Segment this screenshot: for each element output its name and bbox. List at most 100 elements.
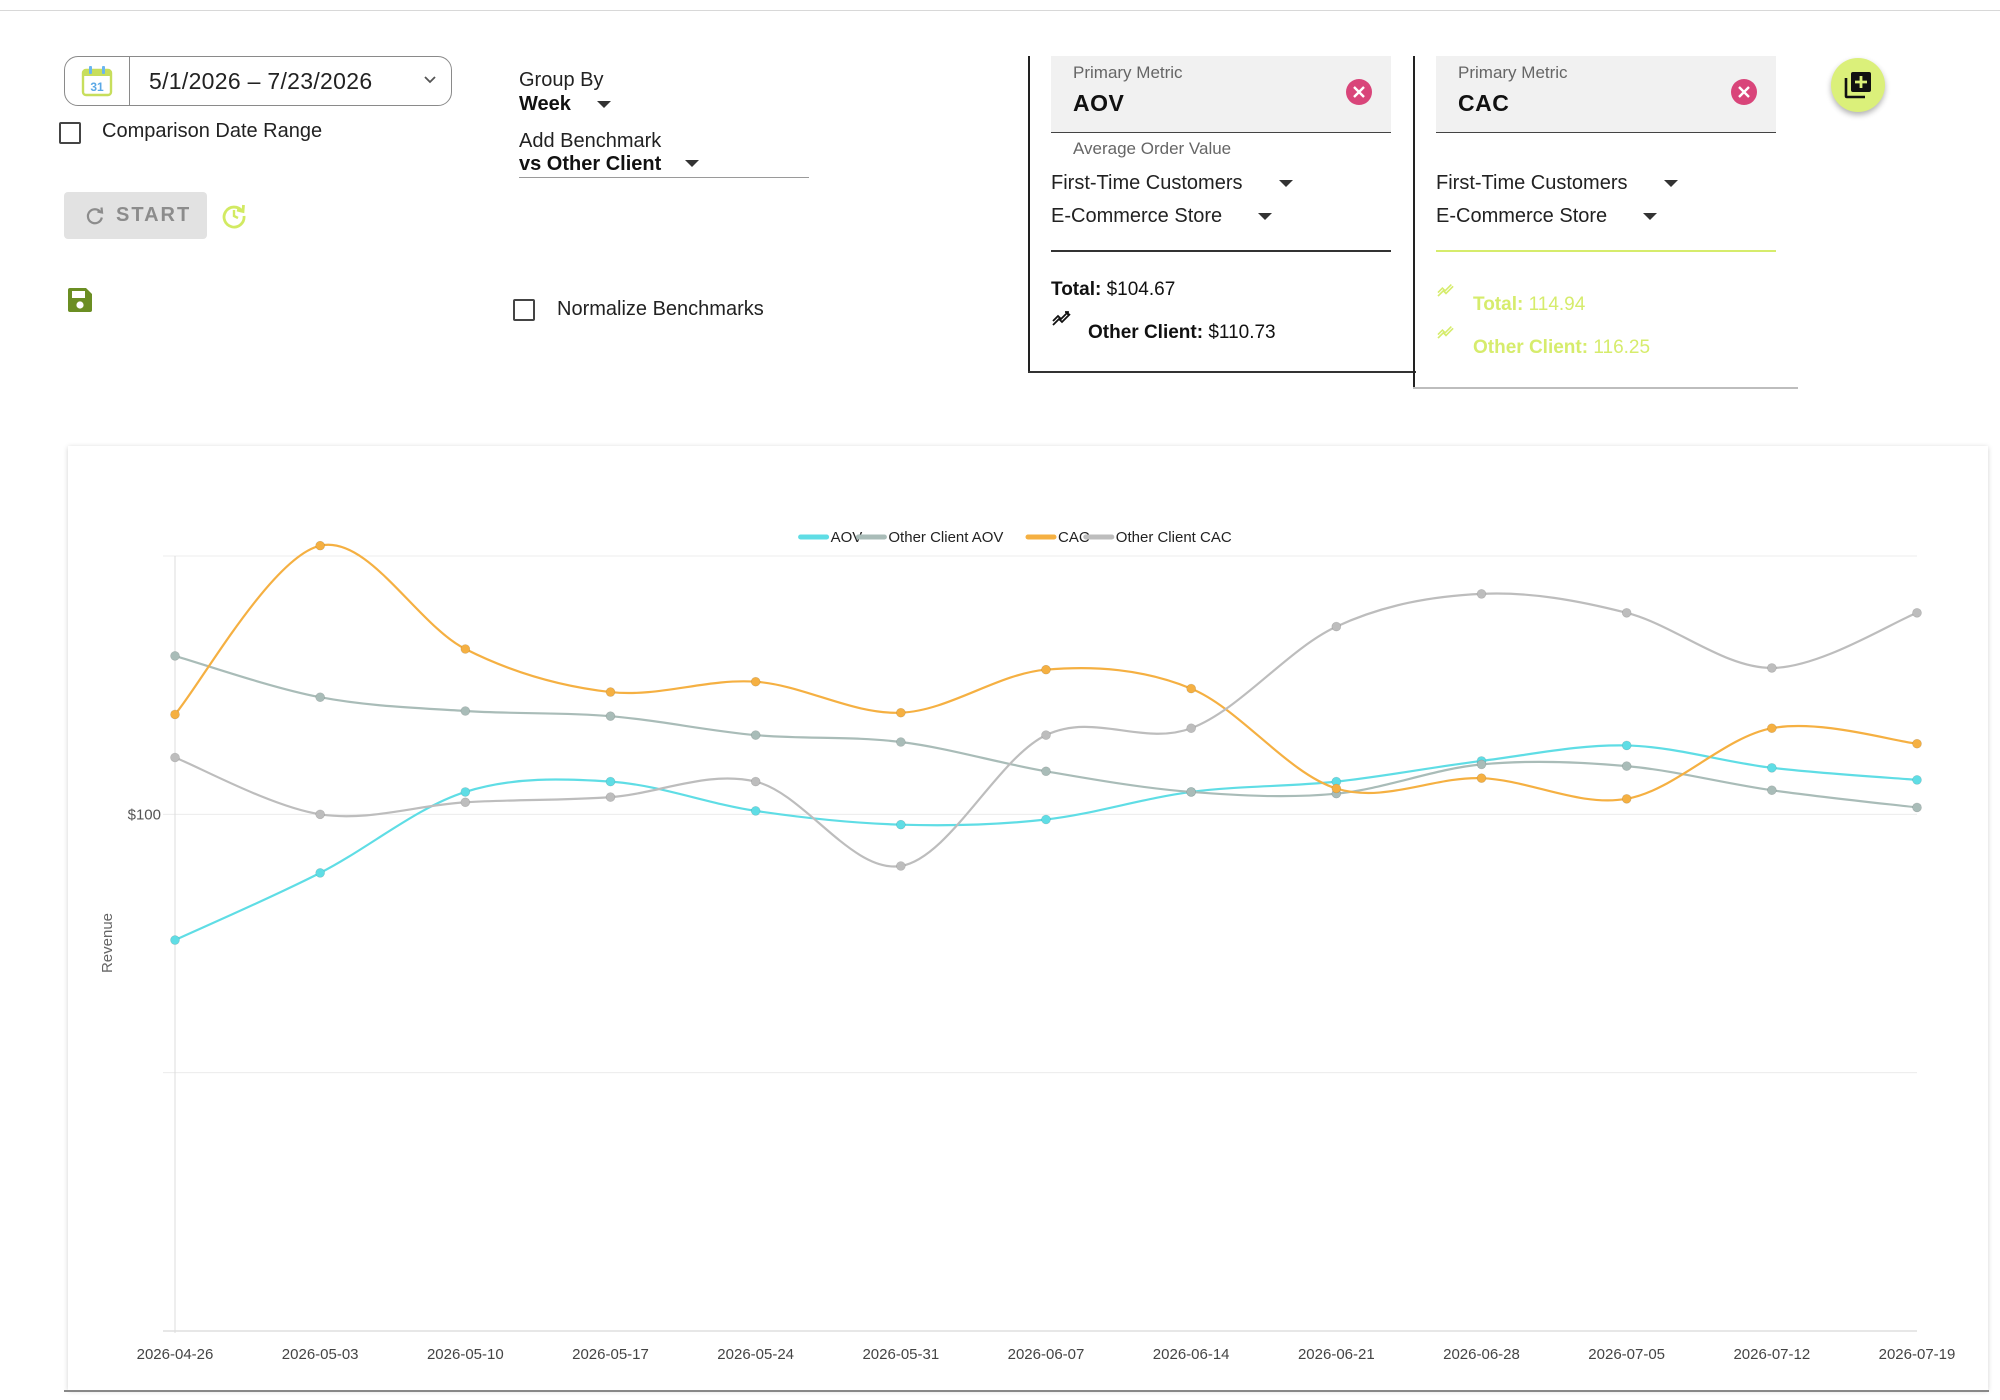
line-chart: $100 Revenue 2026-04-26 2026-05-03 2026-05-1… bbox=[99, 529, 1956, 1363]
total-label: Total: bbox=[1473, 294, 1524, 315]
calendar-day: 31 bbox=[90, 80, 104, 94]
card1-other-client: Other Client: $110.73 bbox=[1088, 322, 1276, 344]
group-by-label: Group By bbox=[519, 69, 604, 91]
card1-channel-value: E-Commerce Store bbox=[1051, 205, 1223, 227]
data-point bbox=[896, 819, 906, 830]
add-metric-button[interactable] bbox=[1831, 58, 1885, 112]
total-label: Total: bbox=[1051, 279, 1102, 300]
data-point bbox=[1912, 802, 1922, 813]
card1-segment-select[interactable]: First-Time Customers bbox=[1051, 172, 1296, 198]
bottom-divider bbox=[64, 1390, 1989, 1392]
benchmark-value: vs Other Client bbox=[519, 153, 662, 175]
group-by-value: Week bbox=[519, 93, 571, 115]
data-point bbox=[460, 787, 471, 797]
caret-down-icon bbox=[1279, 180, 1293, 187]
total-value: 114.94 bbox=[1528, 294, 1586, 315]
data-point bbox=[315, 540, 325, 551]
other-client-label: Other Client: bbox=[1088, 322, 1204, 343]
add-benchmark-label: Add Benchmark bbox=[519, 130, 662, 152]
card1-divider bbox=[1051, 250, 1391, 252]
comparison-checkbox[interactable] bbox=[59, 122, 81, 144]
data-point bbox=[896, 861, 906, 871]
data-point bbox=[605, 792, 616, 802]
x-tick-label: 2026-06-07 bbox=[1008, 1346, 1085, 1363]
group-by-select[interactable]: Week bbox=[519, 93, 614, 119]
data-point bbox=[1331, 621, 1342, 632]
data-point bbox=[1767, 785, 1777, 796]
card2-left-border bbox=[1413, 56, 1415, 389]
data-point bbox=[605, 711, 616, 721]
data-point bbox=[1621, 608, 1632, 618]
card2-other-client: Other Client: 116.25 bbox=[1473, 337, 1650, 359]
start-button[interactable]: START bbox=[64, 192, 207, 239]
card1-bottom-border bbox=[1028, 371, 1416, 373]
series-line bbox=[174, 592, 1918, 868]
calendar-icon: 31 bbox=[81, 66, 113, 97]
x-tick-label: 2026-07-12 bbox=[1733, 1346, 1810, 1363]
x-tick-label: 2026-05-17 bbox=[572, 1346, 649, 1363]
data-point bbox=[1767, 723, 1777, 734]
card1-caption: Primary Metric bbox=[1073, 63, 1183, 82]
data-point bbox=[750, 730, 761, 740]
card2-metric: CAC bbox=[1458, 90, 1510, 116]
card1-channel-select[interactable]: E-Commerce Store bbox=[1051, 205, 1276, 231]
calendar-button[interactable]: 31 bbox=[65, 57, 130, 105]
caret-down-icon bbox=[1258, 213, 1272, 220]
data-point bbox=[315, 868, 325, 878]
date-range-value[interactable]: 5/1/2026 – 7/23/2026 bbox=[149, 68, 373, 94]
data-point bbox=[170, 935, 180, 945]
data-point bbox=[605, 687, 616, 697]
other-client-value: $110.73 bbox=[1208, 322, 1276, 343]
data-point bbox=[460, 797, 471, 808]
data-point bbox=[1767, 663, 1777, 673]
card2-total: Total: 114.94 bbox=[1473, 294, 1585, 316]
total-value: $104.67 bbox=[1106, 279, 1176, 300]
data-point bbox=[1912, 775, 1922, 785]
x-tick-label: 2026-06-28 bbox=[1443, 1346, 1520, 1363]
trend-icon bbox=[1052, 311, 1071, 326]
data-point bbox=[1476, 773, 1487, 783]
card2-channel-select[interactable]: E-Commerce Store bbox=[1436, 205, 1661, 231]
x-tick-label: 2026-05-24 bbox=[717, 1346, 794, 1363]
normalize-checkbox[interactable] bbox=[513, 299, 535, 321]
data-point bbox=[170, 651, 180, 661]
chevron-down-icon[interactable] bbox=[423, 75, 437, 84]
refresh-icon bbox=[86, 207, 104, 225]
y-tick-label: $100 bbox=[128, 806, 161, 823]
date-range-picker[interactable]: 31 5/1/2026 – 7/23/2026 bbox=[64, 56, 452, 106]
x-tick-label: 2026-07-19 bbox=[1879, 1346, 1956, 1363]
card1-left-border bbox=[1028, 56, 1030, 373]
data-point bbox=[1621, 761, 1632, 771]
save-icon[interactable] bbox=[67, 287, 93, 313]
caret-down-icon bbox=[685, 160, 699, 167]
data-point bbox=[1621, 794, 1632, 804]
card2-channel-value: E-Commerce Store bbox=[1436, 205, 1608, 227]
card2-caption: Primary Metric bbox=[1458, 63, 1568, 82]
reset-icon[interactable] bbox=[220, 201, 248, 229]
legend-label: Other Client CAC bbox=[1116, 529, 1232, 546]
clear-metric-icon[interactable] bbox=[1730, 78, 1758, 106]
data-point bbox=[605, 776, 616, 787]
add-library-icon bbox=[1844, 72, 1871, 99]
data-point bbox=[1041, 730, 1051, 740]
trend-icon bbox=[1437, 325, 1454, 339]
data-point bbox=[1041, 664, 1051, 675]
data-point bbox=[1186, 683, 1196, 694]
clear-metric-icon[interactable] bbox=[1345, 78, 1373, 106]
data-point bbox=[315, 692, 325, 703]
y-axis-label: Revenue bbox=[99, 913, 116, 973]
x-tick-label: 2026-05-03 bbox=[282, 1346, 359, 1363]
data-point bbox=[750, 676, 761, 687]
benchmark-select[interactable]: vs Other Client bbox=[519, 153, 809, 178]
data-point bbox=[1912, 738, 1922, 749]
card2-segment-value: First-Time Customers bbox=[1436, 172, 1628, 194]
data-point bbox=[1331, 783, 1342, 794]
data-point bbox=[750, 806, 761, 816]
caret-down-icon bbox=[1643, 213, 1657, 220]
trend-icon bbox=[1437, 283, 1454, 297]
card1-metric-field[interactable]: Primary Metric AOV bbox=[1051, 56, 1391, 133]
data-point bbox=[1041, 766, 1051, 777]
card2-metric-field[interactable]: Primary Metric CAC bbox=[1436, 56, 1776, 133]
top-divider bbox=[0, 10, 2000, 11]
card2-segment-select[interactable]: First-Time Customers bbox=[1436, 172, 1681, 198]
